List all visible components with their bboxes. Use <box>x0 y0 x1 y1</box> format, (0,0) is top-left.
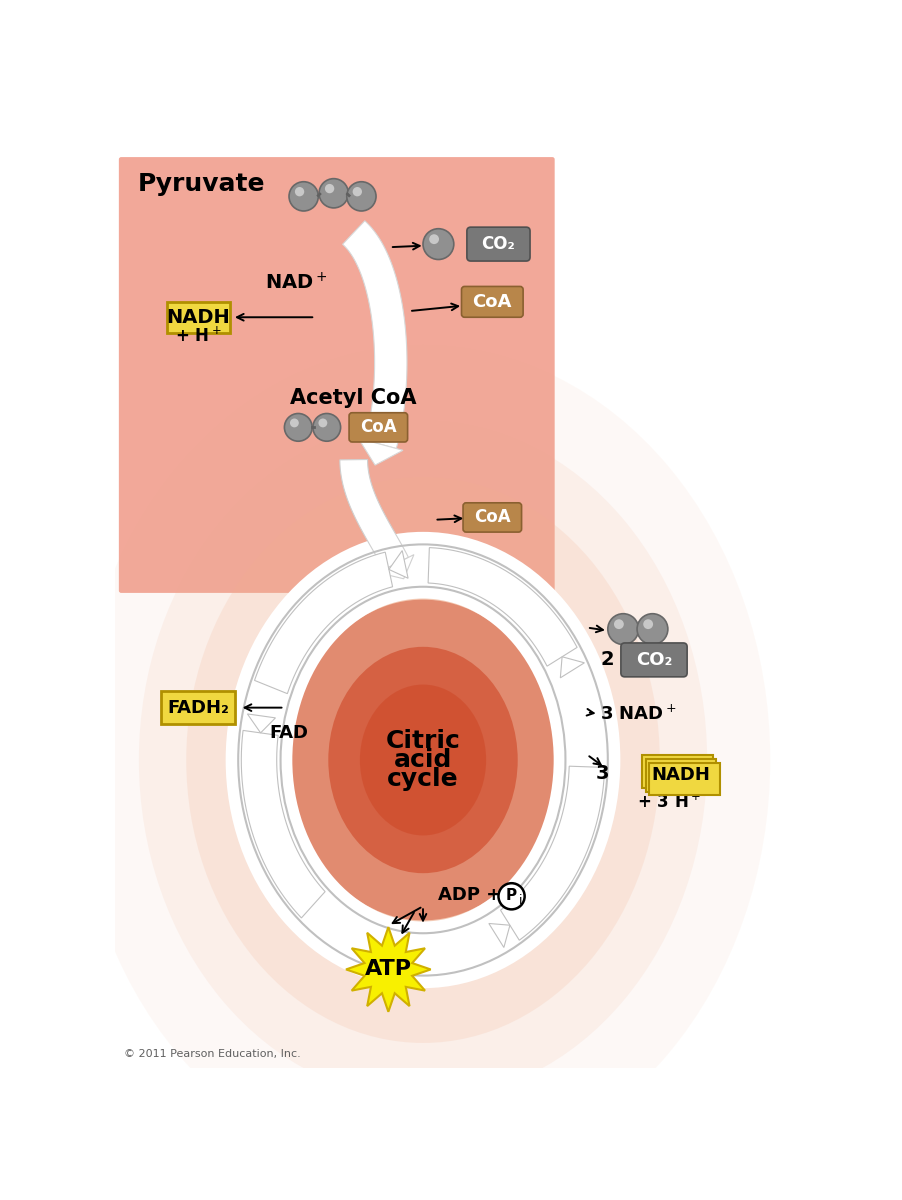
FancyBboxPatch shape <box>646 760 716 792</box>
Text: CO₂: CO₂ <box>636 650 672 668</box>
FancyBboxPatch shape <box>467 227 530 262</box>
Text: Acetyl CoA: Acetyl CoA <box>290 388 417 408</box>
Text: ADP +: ADP + <box>438 886 508 904</box>
Ellipse shape <box>265 571 581 949</box>
Text: FAD: FAD <box>269 724 308 742</box>
Text: 2: 2 <box>601 650 614 670</box>
Ellipse shape <box>360 684 486 835</box>
Circle shape <box>429 234 439 244</box>
FancyBboxPatch shape <box>462 287 523 317</box>
Circle shape <box>637 613 667 644</box>
Text: + H$^+$: + H$^+$ <box>175 326 222 346</box>
Circle shape <box>346 181 376 211</box>
Polygon shape <box>254 552 392 694</box>
FancyBboxPatch shape <box>119 157 555 593</box>
Circle shape <box>608 613 639 644</box>
Circle shape <box>353 187 362 197</box>
Polygon shape <box>340 460 409 570</box>
Circle shape <box>423 229 454 259</box>
Text: Pyruvate: Pyruvate <box>138 172 265 196</box>
Circle shape <box>643 619 653 629</box>
FancyBboxPatch shape <box>621 643 687 677</box>
Text: CO₂: CO₂ <box>482 235 515 253</box>
Text: + 3 H$^+$: + 3 H$^+$ <box>638 793 702 812</box>
Circle shape <box>290 419 299 427</box>
Text: NAD$^+$: NAD$^+$ <box>265 272 327 293</box>
Polygon shape <box>389 551 408 578</box>
Text: CoA: CoA <box>474 509 511 527</box>
Text: Citric: Citric <box>385 728 460 752</box>
Circle shape <box>319 179 348 208</box>
Text: NADH: NADH <box>166 307 230 326</box>
Circle shape <box>284 414 312 442</box>
Polygon shape <box>346 928 431 1012</box>
Ellipse shape <box>234 534 612 986</box>
Text: acid: acid <box>394 748 452 772</box>
Text: NADH: NADH <box>651 767 711 785</box>
Polygon shape <box>378 554 414 578</box>
Polygon shape <box>247 714 275 733</box>
Text: 3: 3 <box>595 763 609 782</box>
Text: © 2011 Pearson Education, Inc.: © 2011 Pearson Education, Inc. <box>124 1049 301 1058</box>
Ellipse shape <box>76 344 770 1175</box>
Circle shape <box>499 883 525 910</box>
Polygon shape <box>358 438 403 466</box>
Circle shape <box>313 414 341 442</box>
Polygon shape <box>343 221 407 449</box>
FancyBboxPatch shape <box>641 755 713 787</box>
Ellipse shape <box>139 420 707 1099</box>
Ellipse shape <box>289 600 557 920</box>
Polygon shape <box>489 924 510 948</box>
Circle shape <box>295 187 304 197</box>
Polygon shape <box>242 731 325 918</box>
Polygon shape <box>501 766 604 941</box>
Text: ATP: ATP <box>364 960 412 979</box>
Circle shape <box>614 619 624 629</box>
Circle shape <box>325 184 335 193</box>
Circle shape <box>289 181 318 211</box>
Text: FADH₂: FADH₂ <box>167 698 229 716</box>
Polygon shape <box>560 656 584 678</box>
FancyBboxPatch shape <box>649 763 720 796</box>
Ellipse shape <box>186 478 659 1043</box>
Text: cycle: cycle <box>387 767 459 791</box>
Text: CoA: CoA <box>360 419 397 437</box>
FancyBboxPatch shape <box>463 503 521 532</box>
Ellipse shape <box>328 647 518 874</box>
FancyBboxPatch shape <box>167 302 230 332</box>
Text: 3 NAD$^+$: 3 NAD$^+$ <box>600 704 676 724</box>
Polygon shape <box>428 547 577 666</box>
Text: P: P <box>505 888 516 904</box>
Text: i: i <box>519 894 522 907</box>
FancyBboxPatch shape <box>349 413 408 442</box>
Text: CoA: CoA <box>473 293 512 311</box>
FancyBboxPatch shape <box>161 691 235 724</box>
Circle shape <box>318 419 327 427</box>
